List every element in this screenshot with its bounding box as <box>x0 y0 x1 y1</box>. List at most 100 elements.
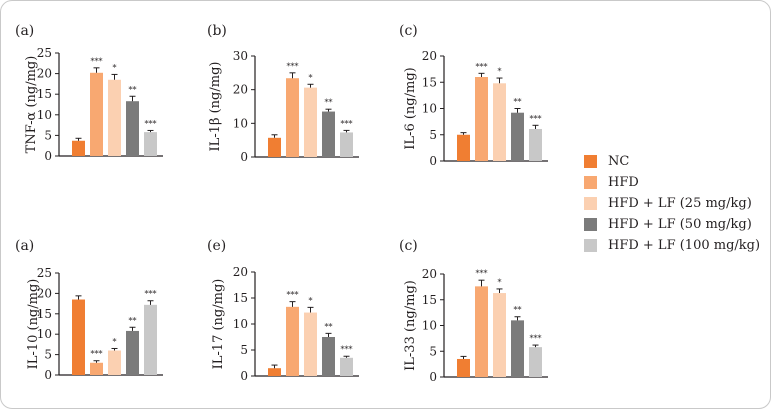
legend-swatch-lf25 <box>584 197 597 210</box>
legend-item: HFD + LF (50 mg/kg) <box>584 214 760 235</box>
y-tick-label: 0 <box>44 149 52 163</box>
bar <box>475 286 488 377</box>
significance-label: *** <box>145 119 157 128</box>
y-tick-label: 20 <box>233 83 248 97</box>
significance-label: *** <box>91 57 103 66</box>
y-tick-label: 20 <box>37 286 52 300</box>
bar <box>304 312 317 376</box>
bar <box>340 357 353 376</box>
y-tick-label: 10 <box>422 319 437 333</box>
significance-label: *** <box>287 62 299 71</box>
significance-label: *** <box>341 345 353 354</box>
y-tick-label: 15 <box>422 293 437 307</box>
bar <box>529 128 542 161</box>
significance-label: ** <box>514 98 522 107</box>
y-tick-label: 20 <box>422 49 437 63</box>
y-axis-label: IL-33 (ng/mg) <box>403 280 418 371</box>
y-tick-label: 5 <box>429 128 437 142</box>
significance-label: *** <box>530 114 542 123</box>
y-tick-label: 30 <box>233 49 248 63</box>
y-tick-label: 0 <box>44 368 52 382</box>
y-tick-label: 0 <box>429 370 437 384</box>
panel-label: (c) <box>399 23 418 39</box>
y-tick-label: 25 <box>37 46 52 60</box>
y-tick-label: 20 <box>422 267 437 281</box>
significance-label: ** <box>129 316 137 325</box>
panel-label: (a) <box>15 238 34 254</box>
y-tick-label: 15 <box>37 87 52 101</box>
significance-label: * <box>309 296 313 305</box>
y-tick-label: 20 <box>37 67 52 81</box>
y-tick-label: 15 <box>422 75 437 89</box>
y-tick-label: 0 <box>429 154 437 168</box>
panel-label: (a) <box>15 23 34 39</box>
legend-swatch-nc <box>584 155 597 168</box>
bar <box>126 330 139 375</box>
bar <box>108 350 121 375</box>
significance-label: *** <box>530 334 542 343</box>
significance-label: ** <box>325 322 333 331</box>
y-tick-label: 10 <box>37 327 52 341</box>
panel-label: (b) <box>207 23 227 39</box>
legend-label: HFD + LF (25 mg/kg) <box>608 196 752 211</box>
y-axis-label: IL-17 (ng/mg) <box>211 279 226 370</box>
bar <box>72 299 85 375</box>
legend-label: NC <box>608 154 630 169</box>
bar <box>72 140 85 156</box>
y-tick-label: 10 <box>422 102 437 116</box>
legend-swatch-lf100 <box>584 239 597 252</box>
legend-item: NC <box>584 151 760 172</box>
bar <box>304 87 317 157</box>
legend-label: HFD + LF (100 mg/kg) <box>608 238 761 253</box>
y-axis-label: TNF-α (ng/mg) <box>24 56 39 154</box>
significance-label: *** <box>145 290 157 299</box>
bar <box>144 304 157 375</box>
bar <box>286 306 299 376</box>
bar <box>529 347 542 377</box>
legend-item: HFD + LF (100 mg/kg) <box>584 235 760 256</box>
legend-label: HFD + LF (50 mg/kg) <box>608 217 752 232</box>
y-tick-label: 10 <box>37 108 52 122</box>
significance-label: *** <box>287 291 299 300</box>
y-tick-label: 15 <box>233 291 248 305</box>
significance-label: *** <box>476 62 488 71</box>
bar <box>475 77 488 161</box>
y-tick-label: 5 <box>44 128 52 142</box>
y-tick-label: 5 <box>44 348 52 362</box>
y-tick-label: 5 <box>429 344 437 358</box>
bar <box>457 134 470 161</box>
significance-label: * <box>498 67 502 76</box>
bar <box>144 132 157 156</box>
legend-swatch-lf50 <box>584 218 597 231</box>
y-tick-label: 10 <box>233 317 248 331</box>
panel-label: (c) <box>399 238 418 254</box>
bar <box>126 101 139 156</box>
y-tick-label: 0 <box>240 369 248 383</box>
significance-label: ** <box>514 306 522 315</box>
bar <box>268 368 281 376</box>
y-tick-label: 0 <box>240 150 248 164</box>
bar <box>90 362 103 375</box>
bar <box>268 137 281 157</box>
significance-label: * <box>309 73 313 82</box>
bar <box>511 320 524 377</box>
bar <box>493 293 506 377</box>
y-tick-label: 5 <box>240 343 248 357</box>
bar <box>511 112 524 161</box>
panel-label: (e) <box>207 238 226 254</box>
significance-label: * <box>113 337 117 346</box>
bar <box>457 358 470 377</box>
significance-label: ** <box>129 85 137 94</box>
y-tick-label: 15 <box>37 307 52 321</box>
legend: NC HFD HFD + LF (25 mg/kg) HFD + LF (50 … <box>584 151 760 256</box>
legend-swatch-hfd <box>584 176 597 189</box>
significance-label: * <box>498 278 502 287</box>
y-axis-label: IL-10 (ng/mg) <box>26 279 41 370</box>
bar <box>493 83 506 161</box>
significance-label: *** <box>91 350 103 359</box>
y-axis-label: IL-6 (ng/mg) <box>403 67 418 149</box>
bar <box>108 79 121 156</box>
legend-label: HFD <box>608 175 639 190</box>
significance-label: * <box>113 63 117 72</box>
